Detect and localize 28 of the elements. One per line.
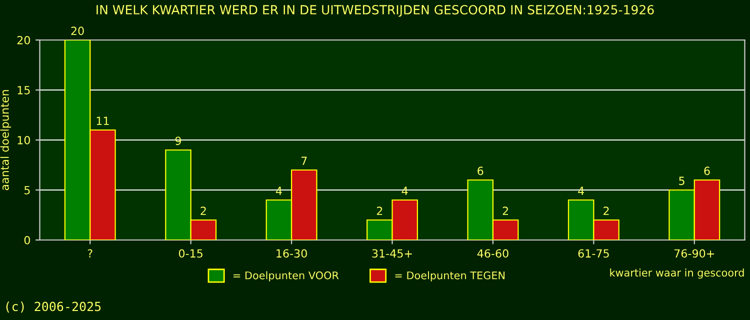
data-label: 2 bbox=[604, 206, 609, 215]
data-label: 2 bbox=[376, 206, 382, 215]
legend-label: = Doelpunten TEGEN bbox=[395, 271, 505, 282]
x-tick-label: 0-15 bbox=[178, 249, 202, 258]
text: (c) 2006-2025 bbox=[6, 302, 101, 313]
data-label: 11 bbox=[96, 116, 109, 125]
y-tick-label: 15 bbox=[18, 86, 30, 94]
y-tick-label: 5 bbox=[24, 186, 30, 194]
chart-title: IN WELK KWARTIER WERD ER IN DE UITWEDSTRIJDEN GESCOORD IN SEIZOEN:1925-1926 bbox=[96, 5, 654, 17]
y-axis-title: aantal doelpunten bbox=[0, 90, 12, 190]
legend-label: = Doelpunten VOOR bbox=[234, 271, 339, 282]
y-tick-label: 10 bbox=[18, 136, 30, 144]
x-tick-label: 61-75 bbox=[578, 249, 609, 258]
x-tick-label: ? bbox=[88, 249, 92, 258]
data-label: 2 bbox=[200, 206, 206, 215]
y-tick-label: 20 bbox=[17, 36, 30, 44]
x-tick-label: 76-90+ bbox=[674, 249, 714, 258]
data-label: 20 bbox=[71, 26, 84, 36]
data-label: 5 bbox=[679, 176, 684, 186]
data-label: 6 bbox=[704, 166, 710, 176]
data-label: 6 bbox=[478, 166, 484, 176]
x-tick-label: 16-30 bbox=[276, 249, 307, 258]
x-tick-label: 31-45+ bbox=[372, 249, 412, 258]
x-tick-label: 46-60 bbox=[477, 249, 508, 258]
y-tick-label: 0 bbox=[24, 236, 30, 244]
data-label: 7 bbox=[302, 156, 307, 165]
x-axis-title: kwartier waar in gescoord bbox=[610, 268, 744, 279]
data-label: 2 bbox=[502, 206, 508, 215]
